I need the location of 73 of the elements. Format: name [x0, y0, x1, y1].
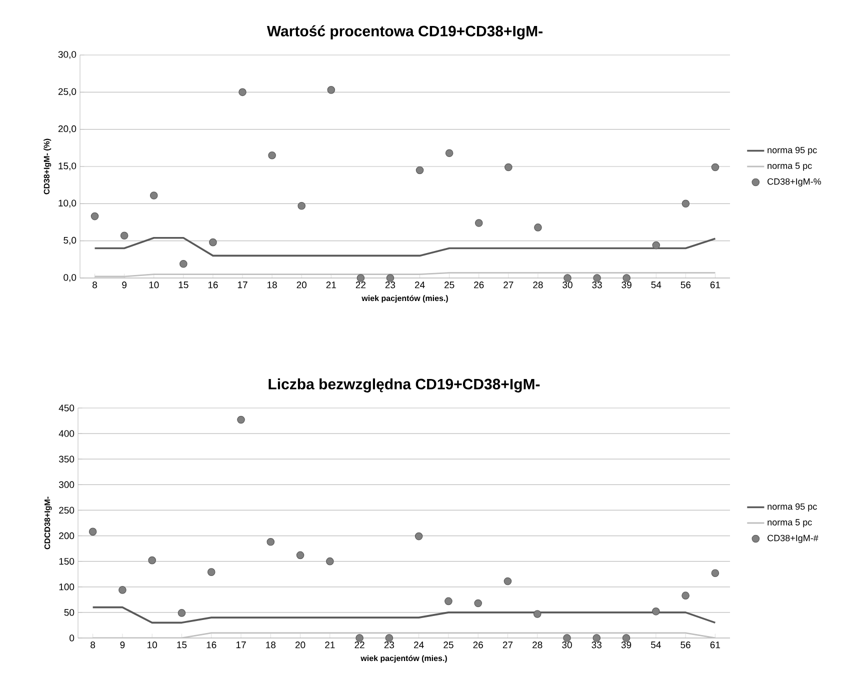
y-tick-label: 15,0 [58, 162, 76, 170]
x-tick-label: 24 [414, 282, 425, 288]
x-tick-label: 30 [562, 282, 572, 288]
x-tick-label: 10 [149, 282, 159, 288]
x-axis-title: wiek pacjentów (mies.) [362, 295, 448, 303]
y-tick-label: 10,0 [58, 200, 76, 208]
x-tick-label: 18 [267, 282, 277, 288]
x-tick-label: 8 [92, 282, 98, 288]
x-tick-label: 28 [533, 282, 543, 288]
x-tick-label: 15 [178, 282, 188, 288]
x-tick-label: 17 [238, 282, 248, 288]
x-tick-label: 25 [444, 282, 454, 288]
y-tick-label: 0,0 [64, 274, 76, 282]
x-tick-label: 56 [680, 642, 690, 648]
y-tick-label: 450 [58, 404, 74, 412]
x-tick-label: 26 [474, 282, 484, 288]
x-tick-label: 23 [385, 282, 396, 288]
x-tick-label: 16 [208, 282, 218, 288]
y-tick-label: 30,0 [58, 51, 76, 59]
x-axis-title: wiek pacjentów (mies.) [360, 655, 447, 663]
x-tick-label: 9 [120, 642, 125, 648]
legend-label: norma 95 pc [768, 146, 817, 156]
x-tick-label: 21 [325, 642, 335, 648]
x-tick-label: 54 [651, 642, 661, 648]
x-tick-label: 15 [177, 642, 187, 648]
x-tick-label: 27 [502, 642, 513, 648]
y-axis-title: CD38+IgM- (%) [44, 138, 52, 194]
x-tick-label: 10 [148, 642, 157, 648]
y-tick-label: 400 [58, 430, 74, 437]
y-tick-label: 5,0 [64, 236, 76, 245]
x-tick-label: 8 [90, 642, 96, 648]
x-tick-label: 56 [680, 282, 691, 288]
chart-title: Wartość procentowa CD19+CD38+IgM- [266, 25, 542, 40]
x-tick-label: 61 [710, 642, 720, 648]
y-tick-label: 20,0 [58, 125, 76, 134]
y-tick-label: 350 [58, 456, 74, 462]
x-tick-label: 20 [295, 642, 306, 648]
y-tick-label: 100 [59, 584, 74, 590]
x-tick-label: 17 [236, 642, 246, 648]
y-tick-label: 0 [70, 634, 74, 642]
x-tick-label: 33 [592, 642, 602, 648]
legend-label: norma 5 pc [768, 519, 812, 528]
x-tick-label: 27 [504, 282, 514, 288]
x-tick-label: 18 [266, 642, 276, 648]
y-tick-label: 150 [59, 558, 74, 565]
chart-title: Liczba bezwzględna CD19+CD38+IgM- [268, 378, 540, 392]
y-tick-label: 50 [64, 609, 74, 616]
legend-label: CD38+IgM-% [768, 178, 822, 186]
x-tick-label: 22 [356, 282, 366, 288]
y-tick-label: 200 [59, 532, 74, 540]
x-tick-label: 26 [473, 642, 483, 648]
x-tick-label: 20 [296, 282, 306, 288]
x-tick-label: 39 [622, 282, 632, 288]
x-tick-label: 33 [592, 282, 602, 288]
x-tick-label: 16 [206, 642, 216, 648]
y-tick-label: 300 [58, 481, 74, 488]
x-tick-label: 54 [651, 282, 662, 288]
x-tick-label: 24 [414, 642, 424, 648]
legend-label: norma 5 pc [768, 162, 812, 171]
y-tick-label: 25,0 [58, 88, 76, 96]
legend-label: norma 95 pc [768, 503, 817, 512]
x-tick-label: 61 [710, 282, 720, 288]
y-tick-label: 250 [59, 506, 74, 514]
y-axis-title: CDCD38+IgM- [44, 496, 52, 550]
x-tick-label: 39 [621, 642, 632, 648]
x-tick-label: 9 [122, 282, 127, 288]
x-tick-label: 21 [326, 282, 336, 288]
x-tick-label: 22 [354, 642, 364, 648]
x-tick-label: 25 [444, 642, 454, 648]
x-tick-label: 30 [562, 642, 572, 648]
x-tick-label: 28 [532, 642, 542, 648]
legend-label: CD38+IgM-# [768, 534, 818, 543]
x-tick-label: 23 [384, 642, 394, 648]
